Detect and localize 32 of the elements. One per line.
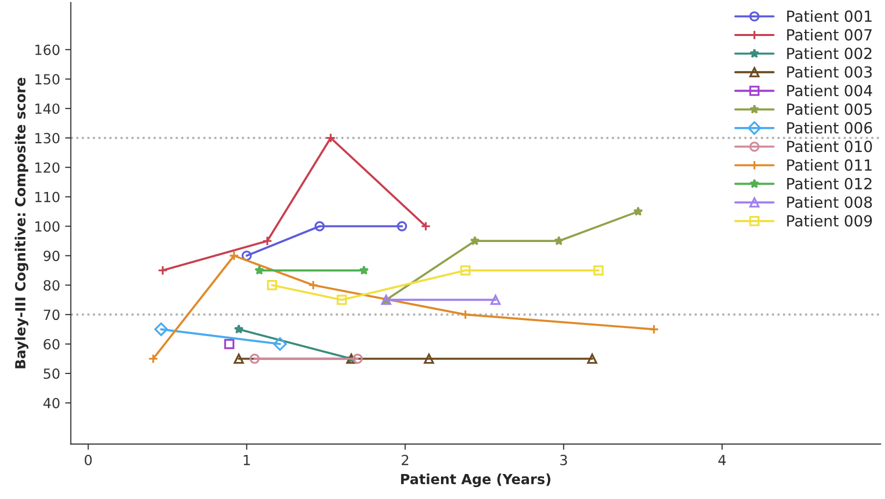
x-tick-label: 1 [244, 454, 250, 466]
y-tick-label: 50 [44, 368, 60, 379]
legend-label: Patient 011 [787, 158, 872, 171]
y-tick-label: 160 [35, 44, 60, 56]
legend-label: Patient 003 [787, 66, 872, 78]
legend-label: Patient 006 [787, 122, 872, 134]
legend-label: Patient 009 [787, 214, 872, 227]
y-tick-label: 60 [44, 338, 60, 350]
x-tick-label: 2 [402, 454, 408, 466]
y-axis-title: Bayley-III Cognitive: Composite score [14, 78, 28, 368]
legend-label: Patient 002 [787, 47, 872, 60]
legend-label: Patient 008 [787, 196, 872, 208]
x-tick-label: 3 [560, 454, 567, 466]
x-axis-title: Patient Age (Years) [401, 474, 550, 488]
y-tick-label: 110 [35, 192, 60, 202]
y-tick-label: 100 [35, 221, 60, 232]
legend-label: Patient 012 [787, 178, 872, 190]
y-tick-label: 40 [43, 398, 60, 408]
x-tick-label: 4 [718, 454, 726, 466]
y-tick-label: 140 [35, 103, 60, 114]
legend-label: Patient 007 [787, 28, 872, 41]
y-tick-label: 120 [35, 162, 60, 173]
x-tick-label: 0 [84, 454, 92, 466]
y-tick-label: 70 [44, 310, 60, 320]
y-tick-label: 130 [35, 132, 60, 144]
legend-label: Patient 005 [787, 103, 872, 115]
legend-label: Patient 001 [787, 10, 872, 22]
y-tick-label: 80 [44, 280, 60, 291]
y-tick-label: 150 [35, 74, 60, 85]
legend-label: Patient 010 [787, 140, 872, 152]
y-tick-label: 90 [44, 250, 60, 262]
legend-label: Patient 004 [787, 84, 872, 96]
